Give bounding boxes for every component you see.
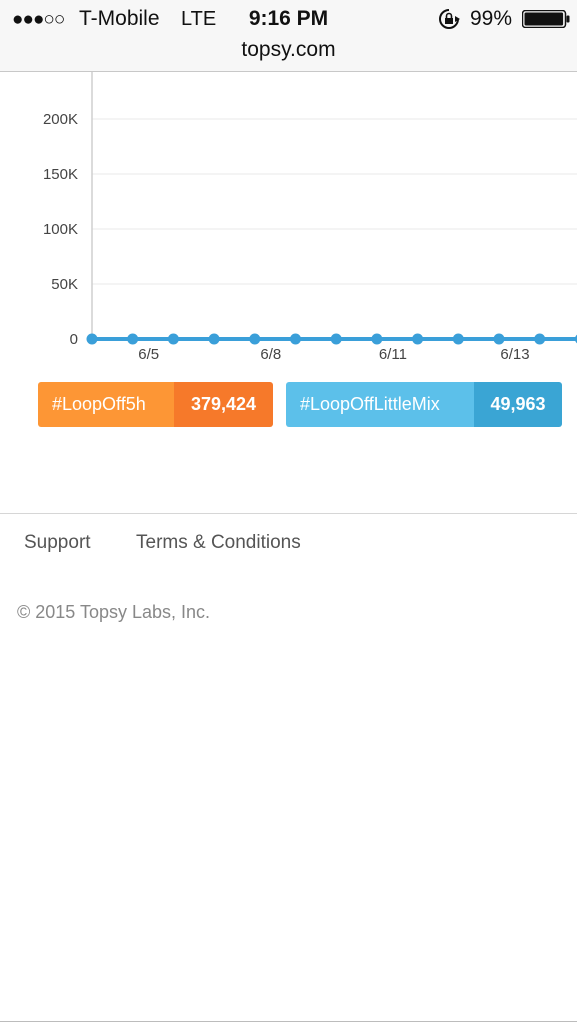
signal-strength-icon: ●●●○○: [12, 9, 65, 30]
status-bar: ●●●○○ T-Mobile LTE 9:16 PM 99% topsy.com: [0, 0, 577, 72]
data-point: [534, 333, 546, 345]
data-point: [452, 333, 464, 345]
data-point: [330, 333, 342, 345]
hashtag-label: #LoopOffLittleMix: [286, 382, 474, 427]
y-tick-label: 0: [70, 331, 78, 348]
x-tick-label: 6/8: [260, 346, 281, 363]
data-point: [290, 333, 301, 345]
hashtag-count: 49,963: [474, 382, 562, 427]
address-bar-url[interactable]: topsy.com: [241, 38, 336, 61]
line-chart: 0 50K 100K 150K 200K 6/5 6/8 6/11 6/13: [43, 72, 577, 363]
battery-icon: [522, 10, 570, 28]
mentions-chart: 0 50K 100K 150K 200K 6/5 6/8 6/11 6/13: [0, 72, 577, 372]
network-type: LTE: [181, 8, 217, 30]
y-tick-label: 50K: [51, 276, 78, 293]
clock: 9:16 PM: [248, 7, 329, 30]
support-link[interactable]: Support: [24, 532, 91, 553]
hashtag-count: 379,424: [174, 382, 273, 427]
data-point: [574, 334, 577, 344]
hashtag-pill-loopoff5h[interactable]: #LoopOff5h 379,424: [38, 382, 273, 427]
hashtag-pill-loopofflittlemix[interactable]: #LoopOffLittleMix 49,963: [286, 382, 562, 427]
data-point: [208, 333, 220, 345]
terms-link[interactable]: Terms & Conditions: [136, 532, 301, 553]
data-point: [127, 333, 139, 345]
data-point: [493, 333, 505, 345]
data-point: [412, 333, 424, 345]
copyright-text: © 2015 Topsy Labs, Inc.: [17, 602, 211, 622]
x-tick-label: 6/11: [379, 346, 407, 363]
y-tick-label: 100K: [43, 221, 78, 238]
y-tick-label: 150K: [43, 166, 78, 183]
data-point: [249, 333, 261, 345]
rotation-lock-icon: [439, 9, 460, 29]
x-tick-label: 6/13: [500, 346, 529, 363]
carrier-name: T-Mobile: [79, 7, 160, 30]
footer-divider: [0, 513, 577, 514]
data-point: [371, 333, 383, 345]
bottom-divider: [0, 1021, 577, 1022]
x-tick-label: 6/5: [138, 346, 159, 363]
battery-percent: 99%: [470, 7, 513, 30]
data-point: [167, 333, 179, 345]
data-point: [86, 333, 98, 345]
y-tick-label: 200K: [43, 111, 78, 128]
hashtag-label: #LoopOff5h: [38, 382, 174, 427]
